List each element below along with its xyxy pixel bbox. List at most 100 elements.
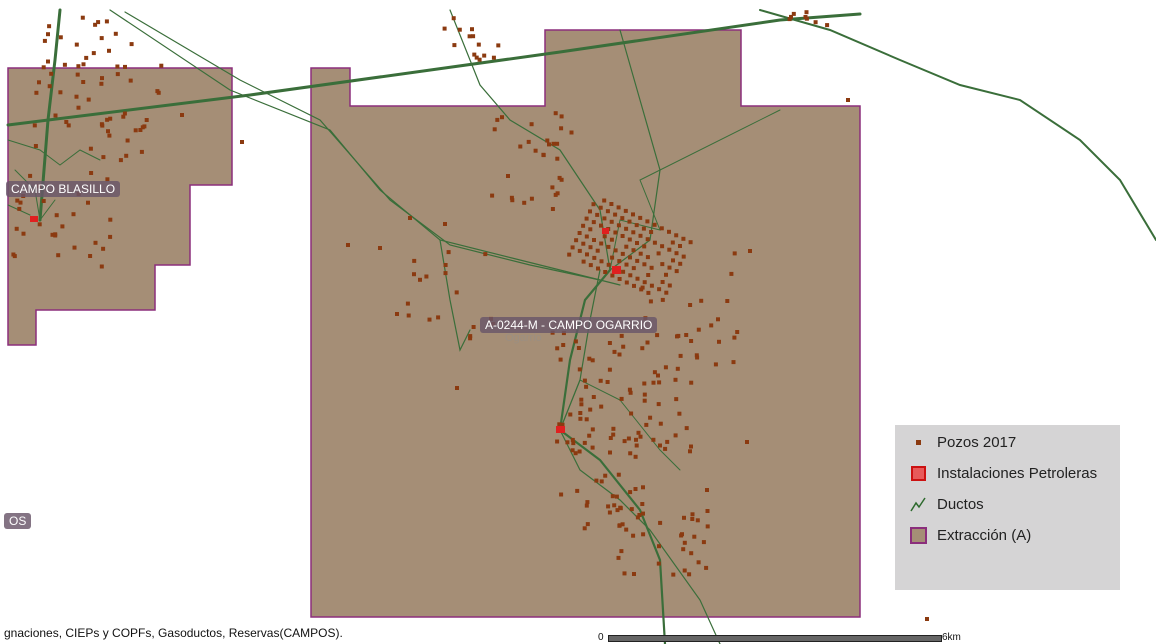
well-marker[interactable] <box>607 341 612 345</box>
well-marker[interactable] <box>638 434 643 439</box>
well-marker[interactable] <box>579 402 584 407</box>
well-marker[interactable] <box>81 80 86 84</box>
well-marker[interactable] <box>551 141 556 146</box>
well-marker[interactable] <box>599 241 604 246</box>
well-marker[interactable] <box>609 219 614 224</box>
well-marker[interactable] <box>113 31 118 36</box>
well-marker[interactable] <box>705 524 710 529</box>
well-marker[interactable] <box>101 155 106 160</box>
well-marker[interactable] <box>729 271 734 276</box>
well-marker[interactable] <box>570 448 575 453</box>
well-marker[interactable] <box>574 238 579 243</box>
well-marker[interactable] <box>76 105 81 110</box>
well-marker[interactable] <box>608 436 613 440</box>
well-marker[interactable] <box>86 200 90 205</box>
well-marker[interactable] <box>635 515 640 520</box>
well-marker[interactable] <box>611 426 616 431</box>
well-marker[interactable] <box>495 117 500 122</box>
well-marker[interactable] <box>561 343 566 347</box>
well-marker[interactable] <box>634 223 639 228</box>
well-marker[interactable] <box>682 568 687 573</box>
well-marker[interactable] <box>612 349 617 354</box>
well-marker[interactable] <box>667 229 671 234</box>
well-marker[interactable] <box>657 287 662 292</box>
well-marker[interactable] <box>673 377 678 382</box>
well-marker[interactable] <box>688 303 693 307</box>
well-marker[interactable] <box>660 297 665 302</box>
well-marker[interactable] <box>648 299 653 304</box>
well-marker[interactable] <box>557 175 562 180</box>
well-marker[interactable] <box>667 283 672 288</box>
well-marker[interactable] <box>636 430 641 435</box>
well-marker[interactable] <box>518 144 523 149</box>
well-marker[interactable] <box>455 386 459 390</box>
well-marker[interactable] <box>482 53 487 58</box>
well-marker[interactable] <box>555 156 560 161</box>
well-marker[interactable] <box>559 492 564 497</box>
well-marker[interactable] <box>28 173 33 178</box>
well-marker[interactable] <box>637 513 642 517</box>
well-marker[interactable] <box>674 233 679 238</box>
well-marker[interactable] <box>140 125 145 130</box>
well-marker[interactable] <box>598 378 603 383</box>
well-marker[interactable] <box>624 262 629 267</box>
well-marker[interactable] <box>11 252 16 257</box>
well-marker[interactable] <box>624 527 629 532</box>
well-marker[interactable] <box>74 42 79 47</box>
well-marker[interactable] <box>692 534 697 539</box>
well-marker[interactable] <box>122 111 127 116</box>
well-marker[interactable] <box>577 367 582 372</box>
well-marker[interactable] <box>696 327 701 332</box>
well-marker[interactable] <box>557 422 562 427</box>
well-marker[interactable] <box>533 148 538 153</box>
well-marker[interactable] <box>47 84 52 89</box>
well-marker[interactable] <box>633 487 638 491</box>
well-marker[interactable] <box>804 16 809 21</box>
well-marker[interactable] <box>588 209 592 214</box>
well-marker[interactable] <box>648 415 653 420</box>
well-marker[interactable] <box>576 346 581 350</box>
well-marker[interactable] <box>658 421 663 426</box>
well-marker[interactable] <box>717 339 721 344</box>
well-marker[interactable] <box>667 265 672 270</box>
well-marker[interactable] <box>624 244 629 249</box>
well-marker[interactable] <box>627 237 632 242</box>
well-marker[interactable] <box>467 34 472 39</box>
well-marker[interactable] <box>84 55 89 60</box>
well-marker[interactable] <box>47 24 52 29</box>
well-marker[interactable] <box>457 27 462 32</box>
well-marker[interactable] <box>105 177 110 182</box>
well-marker[interactable] <box>506 174 510 178</box>
well-marker[interactable] <box>678 353 683 358</box>
well-marker[interactable] <box>62 62 67 67</box>
well-marker[interactable] <box>559 126 564 131</box>
well-marker[interactable] <box>716 317 720 322</box>
well-marker[interactable] <box>695 518 700 523</box>
well-marker[interactable] <box>561 331 566 336</box>
facility-marker[interactable] <box>556 426 565 433</box>
well-marker[interactable] <box>620 522 625 527</box>
well-marker[interactable] <box>640 346 645 351</box>
well-marker[interactable] <box>632 572 636 576</box>
well-marker[interactable] <box>468 334 473 339</box>
well-marker[interactable] <box>573 339 578 344</box>
well-marker[interactable] <box>569 130 574 135</box>
well-marker[interactable] <box>582 526 587 531</box>
well-marker[interactable] <box>689 380 694 385</box>
well-marker[interactable] <box>612 503 617 508</box>
well-marker[interactable] <box>616 555 621 560</box>
well-marker[interactable] <box>602 198 607 203</box>
well-marker[interactable] <box>468 336 473 341</box>
well-marker[interactable] <box>925 617 929 621</box>
well-marker[interactable] <box>81 62 86 67</box>
well-marker[interactable] <box>606 244 611 249</box>
well-marker[interactable] <box>660 244 665 249</box>
well-marker[interactable] <box>657 380 662 385</box>
well-marker[interactable] <box>656 373 660 378</box>
well-marker[interactable] <box>645 237 650 242</box>
well-marker[interactable] <box>93 22 98 27</box>
well-marker[interactable] <box>133 128 138 133</box>
well-marker[interactable] <box>642 244 647 249</box>
well-marker[interactable] <box>471 325 476 329</box>
well-marker[interactable] <box>709 323 714 328</box>
